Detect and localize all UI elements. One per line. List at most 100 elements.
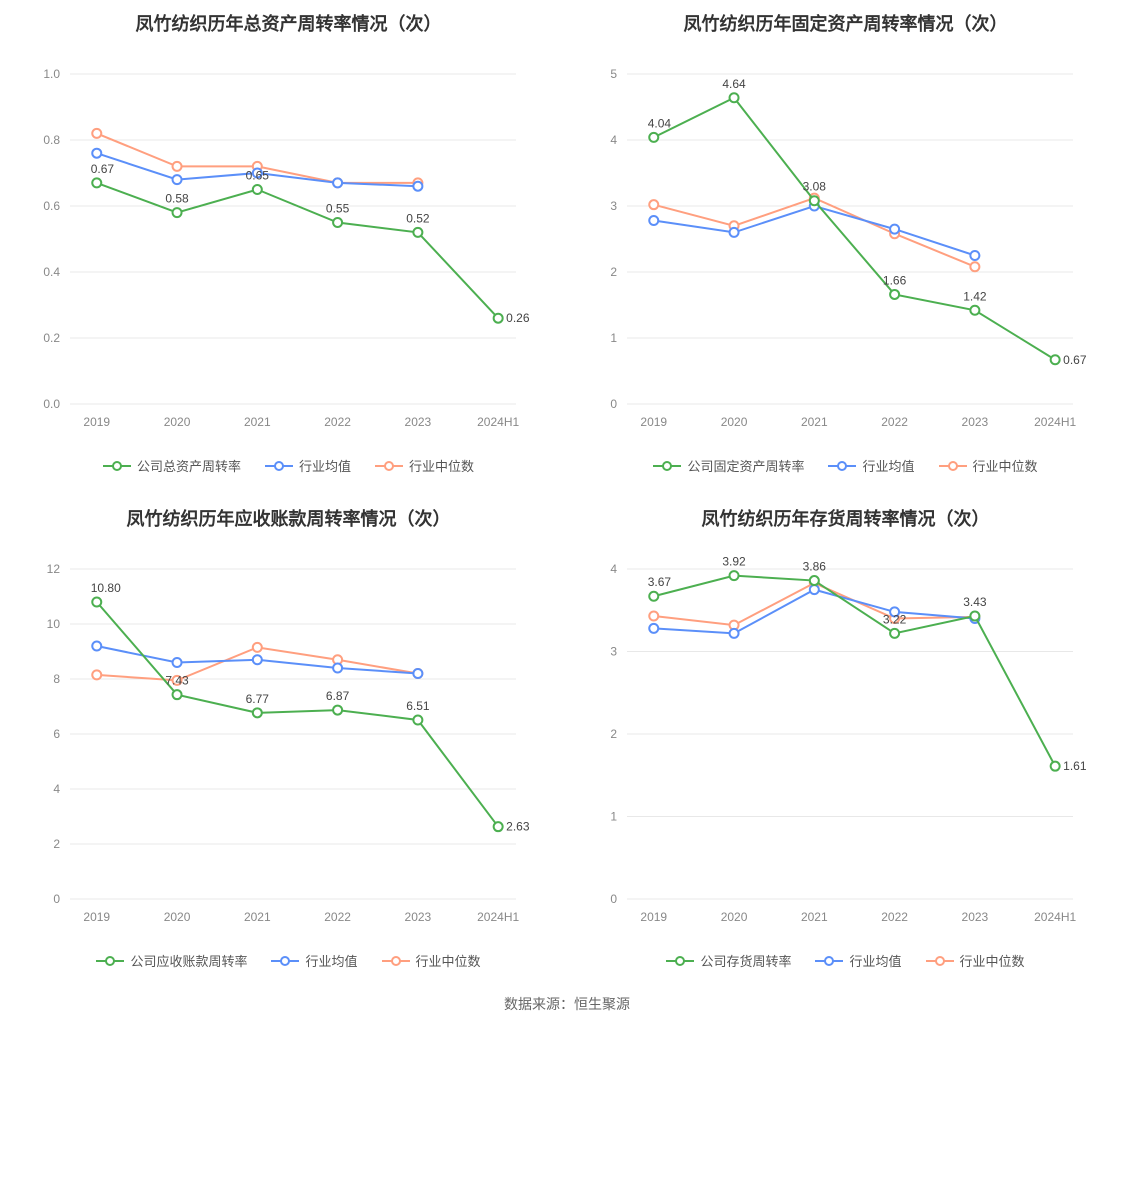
legend-item-company[interactable]: 公司应收账款周转率 <box>96 951 247 970</box>
y-tick-label: 0.4 <box>43 265 60 279</box>
series-marker-company <box>413 228 422 237</box>
series-marker-company <box>810 196 819 205</box>
legend-label: 行业中位数 <box>960 951 1025 970</box>
series-marker-mean <box>810 585 819 594</box>
legend-label: 行业均值 <box>299 456 351 475</box>
series-marker-median <box>970 262 979 271</box>
series-marker-company <box>92 178 101 187</box>
chart-legend: 公司总资产周转率 行业均值 行业中位数 <box>103 456 474 475</box>
legend-label: 行业中位数 <box>416 951 481 970</box>
y-tick-label: 12 <box>47 562 61 576</box>
chart-panel-fixed_asset: 凤竹纺织历年固定资产周转率情况（次）0123452019202020212022… <box>577 10 1114 475</box>
series-marker-company <box>649 592 658 601</box>
x-tick-label: 2024H1 <box>477 910 519 924</box>
series-marker-company <box>1051 762 1060 771</box>
legend-item-median[interactable]: 行业中位数 <box>926 951 1025 970</box>
y-tick-label: 3 <box>610 199 617 213</box>
y-tick-label: 2 <box>610 727 617 741</box>
legend-marker-icon <box>815 954 843 968</box>
y-tick-label: 3 <box>610 645 617 659</box>
x-tick-label: 2019 <box>640 415 667 429</box>
data-label: 0.67 <box>1063 353 1087 367</box>
chart-title: 凤竹纺织历年固定资产周转率情况（次） <box>684 10 1008 36</box>
data-label: 6.51 <box>406 699 430 713</box>
y-tick-label: 1.0 <box>43 67 60 81</box>
legend-marker-icon <box>103 459 131 473</box>
chart-canvas: 01234201920202021202220232024H13.673.923… <box>577 539 1114 939</box>
legend-item-mean[interactable]: 行业均值 <box>828 456 914 475</box>
legend-item-mean[interactable]: 行业均值 <box>271 951 357 970</box>
chart-panel-inventory: 凤竹纺织历年存货周转率情况（次）012342019202020212022202… <box>577 505 1114 970</box>
series-marker-company <box>413 715 422 724</box>
legend-marker-icon <box>653 459 681 473</box>
series-marker-mean <box>333 664 342 673</box>
series-marker-company <box>970 612 979 621</box>
series-marker-company <box>890 629 899 638</box>
legend-item-company[interactable]: 公司存货周转率 <box>666 951 791 970</box>
x-tick-label: 2022 <box>324 910 351 924</box>
series-marker-mean <box>413 669 422 678</box>
legend-item-median[interactable]: 行业中位数 <box>939 456 1038 475</box>
data-label: 0.55 <box>326 202 350 216</box>
legend-label: 行业均值 <box>305 951 357 970</box>
series-marker-company <box>173 690 182 699</box>
data-label: 0.52 <box>406 211 430 225</box>
x-tick-label: 2024H1 <box>1034 910 1076 924</box>
legend-item-median[interactable]: 行业中位数 <box>382 951 481 970</box>
chart-grid: 凤竹纺织历年总资产周转率情况（次）0.00.20.40.60.81.020192… <box>20 10 1114 970</box>
legend-item-company[interactable]: 公司总资产周转率 <box>103 456 241 475</box>
x-tick-label: 2021 <box>801 415 828 429</box>
y-tick-label: 1 <box>610 331 617 345</box>
legend-marker-icon <box>828 459 856 473</box>
x-tick-label: 2019 <box>83 415 110 429</box>
x-tick-label: 2021 <box>244 415 271 429</box>
y-tick-label: 8 <box>53 672 60 686</box>
chart-canvas: 012345201920202021202220232024H14.044.64… <box>577 44 1114 444</box>
series-marker-company <box>333 706 342 715</box>
chart-legend: 公司固定资产周转率 行业均值 行业中位数 <box>653 456 1037 475</box>
series-marker-company <box>890 290 899 299</box>
series-marker-mean <box>413 182 422 191</box>
y-tick-label: 10 <box>47 617 61 631</box>
series-marker-company <box>649 133 658 142</box>
chart-panel-receivables: 凤竹纺织历年应收账款周转率情况（次）0246810122019202020212… <box>20 505 557 970</box>
series-marker-mean <box>890 225 899 234</box>
legend-item-median[interactable]: 行业中位数 <box>375 456 474 475</box>
series-marker-mean <box>970 251 979 260</box>
x-tick-label: 2022 <box>881 910 908 924</box>
data-label: 3.22 <box>883 612 907 626</box>
series-marker-mean <box>649 624 658 633</box>
legend-item-mean[interactable]: 行业均值 <box>265 456 351 475</box>
x-tick-label: 2022 <box>324 415 351 429</box>
legend-marker-icon <box>96 954 124 968</box>
series-marker-median <box>92 670 101 679</box>
x-tick-label: 2023 <box>962 910 989 924</box>
series-marker-company <box>253 185 262 194</box>
series-line-mean <box>654 206 975 256</box>
legend-marker-icon <box>666 954 694 968</box>
legend-marker-icon <box>939 459 967 473</box>
data-label: 1.42 <box>963 289 987 303</box>
chart-legend: 公司应收账款周转率 行业均值 行业中位数 <box>96 951 480 970</box>
x-tick-label: 2021 <box>801 910 828 924</box>
data-label: 3.67 <box>648 575 672 589</box>
legend-label: 公司固定资产周转率 <box>687 456 804 475</box>
y-tick-label: 2 <box>610 265 617 279</box>
legend-marker-icon <box>926 954 954 968</box>
chart-title: 凤竹纺织历年总资产周转率情况（次） <box>136 10 442 36</box>
legend-item-mean[interactable]: 行业均值 <box>815 951 901 970</box>
legend-item-company[interactable]: 公司固定资产周转率 <box>653 456 804 475</box>
data-label: 6.87 <box>326 689 350 703</box>
series-marker-mean <box>92 149 101 158</box>
series-marker-mean <box>333 178 342 187</box>
chart-legend: 公司存货周转率 行业均值 行业中位数 <box>666 951 1024 970</box>
series-marker-median <box>253 643 262 652</box>
legend-marker-icon <box>271 954 299 968</box>
chart-canvas: 024681012201920202021202220232024H110.80… <box>20 539 557 939</box>
data-label: 4.04 <box>648 116 672 130</box>
series-marker-mean <box>92 642 101 651</box>
data-label: 7.43 <box>165 674 189 688</box>
series-marker-company <box>333 218 342 227</box>
y-tick-label: 0.0 <box>43 397 60 411</box>
y-tick-label: 5 <box>610 67 617 81</box>
